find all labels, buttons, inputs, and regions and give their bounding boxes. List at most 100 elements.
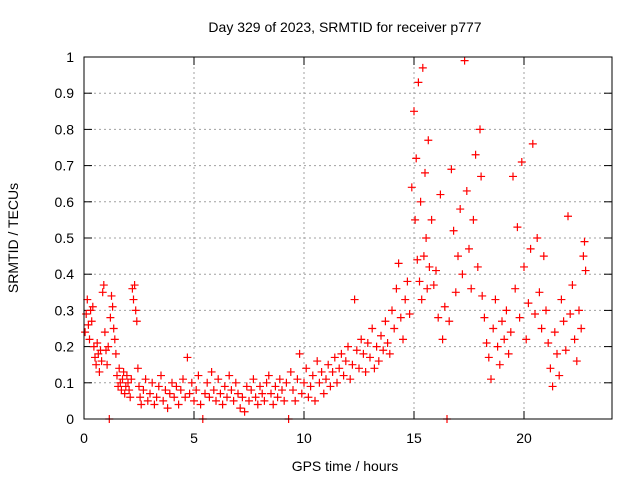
data-point	[363, 338, 372, 347]
data-point	[423, 284, 432, 293]
data-point	[245, 396, 253, 405]
data-point	[524, 299, 533, 308]
data-point	[218, 400, 227, 409]
y-tick-label: 0.9	[55, 85, 75, 101]
data-point	[183, 353, 192, 362]
data-point	[258, 389, 267, 398]
data-point	[293, 375, 302, 384]
data-point	[445, 317, 454, 326]
data-point	[429, 281, 438, 290]
data-point	[377, 331, 385, 340]
data-point	[462, 186, 471, 195]
data-point	[451, 288, 460, 297]
data-point	[537, 324, 546, 333]
data-point	[366, 353, 374, 362]
data-point	[286, 367, 295, 376]
data-point	[482, 338, 491, 347]
data-point	[368, 324, 377, 333]
data-point	[326, 382, 335, 391]
data-point	[187, 378, 196, 387]
data-point	[87, 317, 96, 326]
data-point	[225, 371, 234, 380]
data-point	[383, 338, 392, 347]
data-point	[477, 172, 486, 181]
data-point	[238, 393, 247, 402]
data-point	[544, 338, 553, 347]
data-point	[374, 357, 383, 366]
data-point	[181, 393, 190, 402]
data-point	[469, 215, 478, 224]
data-point	[425, 262, 434, 271]
data-point	[379, 346, 388, 355]
data-point	[275, 375, 284, 384]
data-point	[511, 284, 520, 293]
data-point	[304, 393, 313, 402]
data-point	[427, 215, 436, 224]
data-point	[458, 270, 467, 279]
data-point	[526, 244, 535, 253]
data-point	[141, 375, 150, 384]
data-point	[385, 349, 394, 358]
data-point	[132, 317, 141, 326]
data-point	[139, 386, 148, 395]
data-point	[509, 172, 517, 181]
data-point	[533, 234, 542, 242]
data-point	[422, 234, 431, 242]
data-point	[247, 386, 256, 395]
data-point	[471, 150, 480, 159]
data-point	[484, 353, 493, 362]
data-point	[559, 317, 568, 326]
data-point	[124, 378, 132, 387]
data-point	[436, 190, 445, 199]
data-point	[172, 382, 181, 391]
data-point	[104, 342, 113, 351]
data-point	[399, 335, 407, 344]
data-point	[390, 324, 399, 333]
data-point	[414, 78, 423, 87]
data-point	[561, 346, 570, 355]
data-point	[553, 349, 561, 358]
data-point	[535, 288, 544, 297]
data-point	[209, 386, 218, 395]
data-point	[152, 393, 161, 402]
data-point	[546, 364, 555, 373]
axis-ticks: 00.10.20.30.40.50.60.70.80.910 5 10 15 20	[55, 49, 612, 446]
data-point	[103, 360, 112, 369]
data-point	[137, 400, 146, 409]
y-tick-label: 0.3	[55, 302, 75, 318]
data-point	[251, 393, 260, 402]
data-point	[352, 346, 361, 355]
data-point	[249, 375, 258, 384]
data-point	[83, 295, 92, 304]
data-point	[119, 367, 128, 376]
data-point	[194, 371, 203, 380]
data-point	[127, 375, 136, 384]
y-tick-label: 1	[66, 49, 74, 65]
data-point	[580, 237, 589, 246]
y-tick-label: 0.5	[55, 230, 75, 246]
data-point	[502, 306, 511, 315]
data-point	[577, 324, 586, 333]
x-tick-label: 10	[296, 430, 312, 446]
data-point	[500, 335, 509, 344]
data-point	[568, 281, 577, 290]
data-point	[106, 313, 115, 322]
data-point	[95, 367, 104, 376]
data-point	[480, 313, 489, 322]
data-point	[100, 328, 109, 337]
data-point	[81, 328, 90, 337]
data-point	[449, 226, 458, 235]
data-point	[454, 252, 462, 261]
data-point	[117, 386, 126, 395]
data-point	[253, 400, 262, 409]
data-point	[297, 389, 306, 398]
data-point	[415, 277, 424, 286]
data-point	[341, 357, 350, 366]
data-point	[122, 371, 131, 380]
data-point	[278, 386, 286, 395]
data-point	[135, 382, 143, 391]
data-point	[550, 328, 559, 337]
data-point	[531, 310, 539, 319]
data-point	[174, 400, 183, 409]
data-point	[280, 396, 289, 405]
